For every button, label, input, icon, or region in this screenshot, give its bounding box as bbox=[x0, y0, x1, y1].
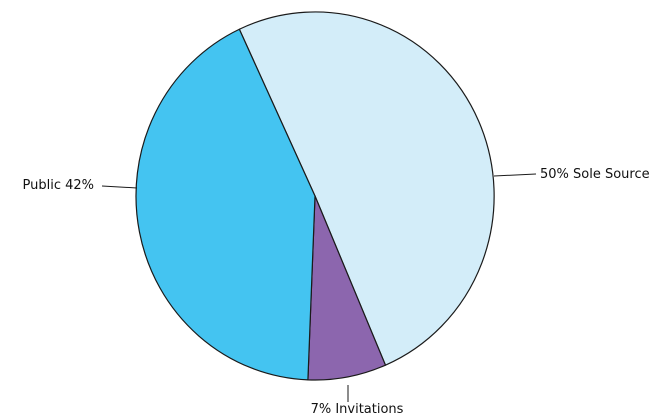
pie-labels: 50% Sole Source 7% Invitations Public 42… bbox=[23, 167, 650, 417]
label-invitations: 7% Invitations bbox=[311, 402, 404, 417]
pie-slices bbox=[135, 11, 495, 381]
label-public: Public 42% bbox=[23, 178, 95, 193]
leader-line-sole-source bbox=[493, 173, 537, 177]
label-sole-source: 50% Sole Source bbox=[540, 167, 650, 182]
pie-slice-public bbox=[135, 28, 316, 381]
leader-line-public bbox=[101, 185, 138, 189]
pie-slice-sole-source bbox=[238, 11, 495, 366]
